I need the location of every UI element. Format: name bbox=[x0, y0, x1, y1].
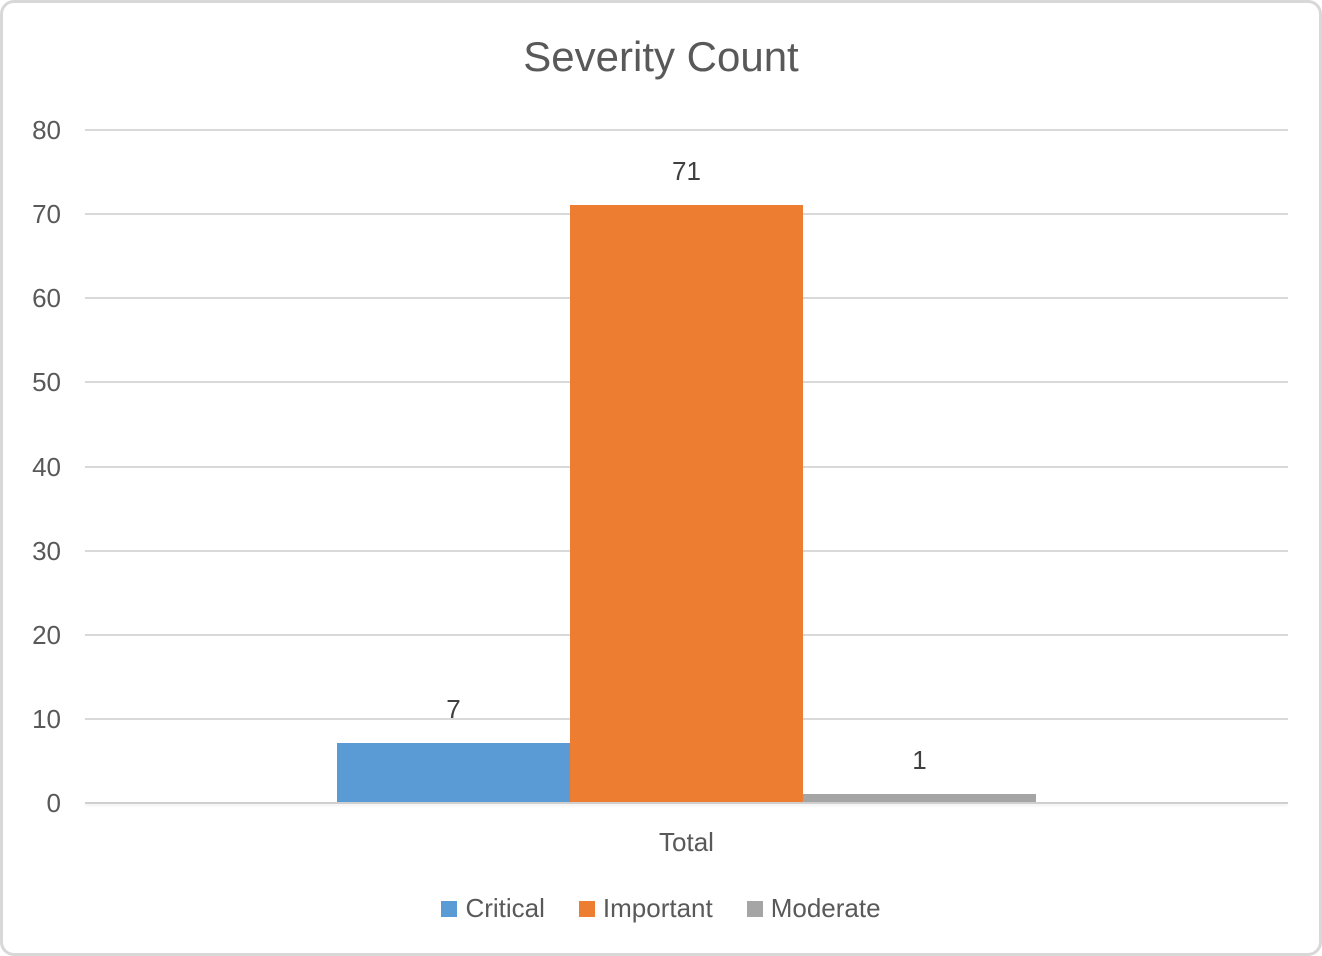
y-axis: 0 10 20 30 40 50 60 70 80 bbox=[3, 116, 61, 817]
legend-label: Moderate bbox=[770, 893, 881, 923]
legend-item-critical: Critical bbox=[441, 893, 545, 924]
legend-swatch-icon bbox=[746, 900, 763, 917]
legend-label: Important bbox=[602, 893, 713, 923]
y-tick-label-0: 0 bbox=[46, 788, 61, 818]
y-tick-label-70: 70 bbox=[32, 199, 61, 230]
chart-title: Severity Count bbox=[523, 33, 799, 80]
bar-moderate bbox=[803, 793, 1036, 802]
legend-item-important: Important bbox=[578, 893, 713, 924]
data-label-important: 71 bbox=[672, 155, 701, 186]
y-tick-label-60: 60 bbox=[32, 283, 61, 314]
y-tick-label-20: 20 bbox=[32, 619, 61, 650]
y-tick-label-40: 40 bbox=[32, 451, 61, 482]
plot-area: 7 71 1 bbox=[85, 129, 1288, 804]
y-tick-label-10: 10 bbox=[32, 703, 61, 734]
gridline-80 bbox=[85, 129, 1288, 131]
bar-important bbox=[570, 204, 803, 802]
y-tick-label-80: 80 bbox=[32, 115, 61, 145]
data-label-critical: 7 bbox=[446, 694, 461, 725]
bar-critical bbox=[337, 743, 570, 802]
legend-swatch-icon bbox=[578, 900, 595, 917]
legend-swatch-icon bbox=[441, 900, 458, 917]
x-axis-line bbox=[85, 802, 1288, 804]
legend-item-moderate: Moderate bbox=[746, 893, 881, 924]
y-tick-label-30: 30 bbox=[32, 535, 61, 566]
legend: Critical Important Moderate bbox=[3, 893, 1319, 924]
y-tick-label-50: 50 bbox=[32, 367, 61, 398]
legend-label: Critical bbox=[465, 893, 545, 923]
data-label-moderate: 1 bbox=[912, 744, 927, 775]
x-axis-category-label: Total bbox=[659, 827, 714, 857]
